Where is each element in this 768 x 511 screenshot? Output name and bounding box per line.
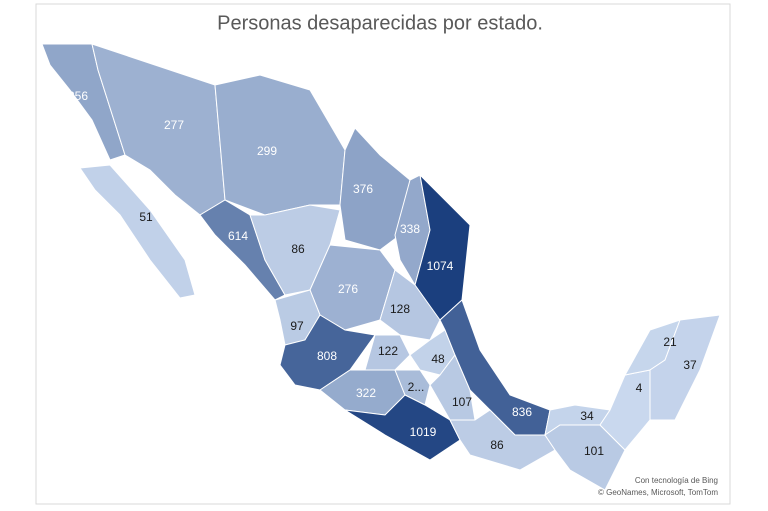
value-label: 21 <box>663 335 677 349</box>
value-label: 836 <box>512 405 532 419</box>
regions <box>41 43 721 491</box>
value-label: 122 <box>378 344 398 358</box>
region <box>279 314 376 391</box>
value-label: 86 <box>490 438 504 452</box>
value-label: 34 <box>580 409 594 423</box>
value-label: 376 <box>353 182 373 196</box>
value-label: 37 <box>683 358 697 372</box>
value-label: 356 <box>68 89 88 103</box>
value-label: 4 <box>636 381 643 395</box>
value-label: 48 <box>431 352 445 366</box>
map-title: Personas desaparecidas por estado. <box>217 12 543 34</box>
value-label: 277 <box>164 118 184 132</box>
value-label: 86 <box>291 242 305 256</box>
value-label: 128 <box>390 302 410 316</box>
value-label: 51 <box>139 210 153 224</box>
attribution: Con tecnología de Bing <box>635 476 718 485</box>
value-label: 276 <box>338 282 358 296</box>
value-label: 614 <box>228 229 248 243</box>
value-label: 299 <box>257 144 277 158</box>
region <box>364 334 411 371</box>
region <box>649 314 721 421</box>
value-label: 322 <box>356 386 376 400</box>
value-label: 101 <box>584 444 604 458</box>
value-label: 1074 <box>427 259 454 273</box>
region <box>544 424 626 491</box>
value-label: 97 <box>290 319 304 333</box>
value-label: 808 <box>317 349 337 363</box>
attribution: © GeoNames, Microsoft, TomTom <box>598 488 718 497</box>
value-label: 2... <box>408 380 425 394</box>
value-label: 338 <box>400 222 420 236</box>
value-label: 1019 <box>410 425 437 439</box>
region <box>79 164 196 299</box>
value-label: 107 <box>452 395 472 409</box>
region <box>394 369 431 406</box>
